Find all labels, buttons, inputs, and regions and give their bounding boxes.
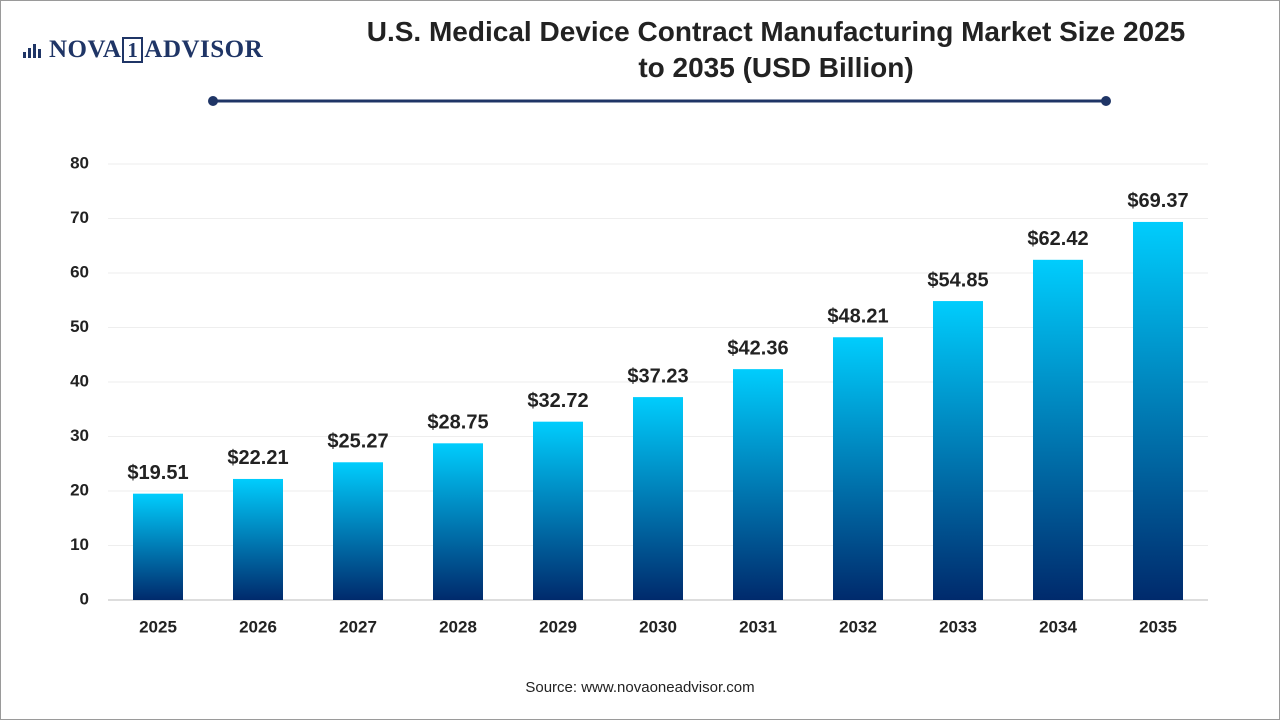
bar (233, 478, 283, 600)
value-label: $42.36 (727, 337, 788, 359)
x-tick-label: 2035 (1139, 617, 1177, 636)
x-tick-label: 2028 (439, 617, 477, 636)
x-tick-label: 2033 (939, 617, 977, 636)
value-label: $25.27 (327, 431, 388, 453)
bar (833, 337, 883, 600)
y-tick-label: 60 (70, 262, 89, 281)
value-label: $54.85 (927, 269, 988, 291)
x-tick-label: 2030 (639, 617, 677, 636)
x-tick-label: 2027 (339, 617, 377, 636)
logo: NOVA 1 ADVISOR (22, 36, 263, 64)
bar (1033, 259, 1083, 600)
y-tick-label: 20 (70, 480, 89, 499)
value-label: $22.21 (227, 447, 288, 469)
value-label: $28.75 (427, 412, 488, 434)
source: Source: www.novaoneadvisor.com (525, 679, 755, 696)
y-tick-label: 30 (70, 426, 89, 445)
value-label: $19.51 (127, 462, 188, 484)
y-tick-label: 80 (70, 153, 89, 172)
x-tick-label: 2025 (139, 617, 177, 636)
logo-mark: 1 (122, 37, 144, 63)
value-label: $62.42 (1027, 228, 1088, 250)
logo-text: NOVA (49, 36, 122, 63)
chart-title: U.S. Medical Device Contract Manufacturi… (366, 16, 1186, 83)
y-tick-label: 70 (70, 208, 89, 227)
x-tick-label: 2029 (539, 617, 577, 636)
bar (433, 443, 483, 600)
value-label: $32.72 (527, 390, 588, 412)
rule-dot (1101, 96, 1111, 106)
x-tick-label: 2031 (739, 617, 777, 636)
bar (633, 397, 683, 600)
y-tick-label: 50 (70, 317, 89, 336)
rule-dot (208, 96, 218, 106)
y-tick-label: 0 (80, 589, 89, 608)
bar (133, 493, 183, 600)
value-label: $48.21 (827, 306, 888, 328)
value-label: $69.37 (1127, 190, 1188, 212)
x-tick-label: 2026 (239, 617, 277, 636)
x-tick-label: 2032 (839, 617, 877, 636)
value-label: $37.23 (627, 365, 688, 387)
bar (733, 369, 783, 600)
logo-text: ADVISOR (144, 36, 264, 63)
bar (333, 462, 383, 600)
bar (933, 301, 983, 600)
bar (533, 421, 583, 600)
y-tick-label: 40 (70, 371, 89, 390)
x-tick-label: 2034 (1039, 617, 1077, 636)
y-tick-label: 10 (70, 535, 89, 554)
logo-icon (23, 44, 41, 58)
bar (1133, 221, 1183, 600)
